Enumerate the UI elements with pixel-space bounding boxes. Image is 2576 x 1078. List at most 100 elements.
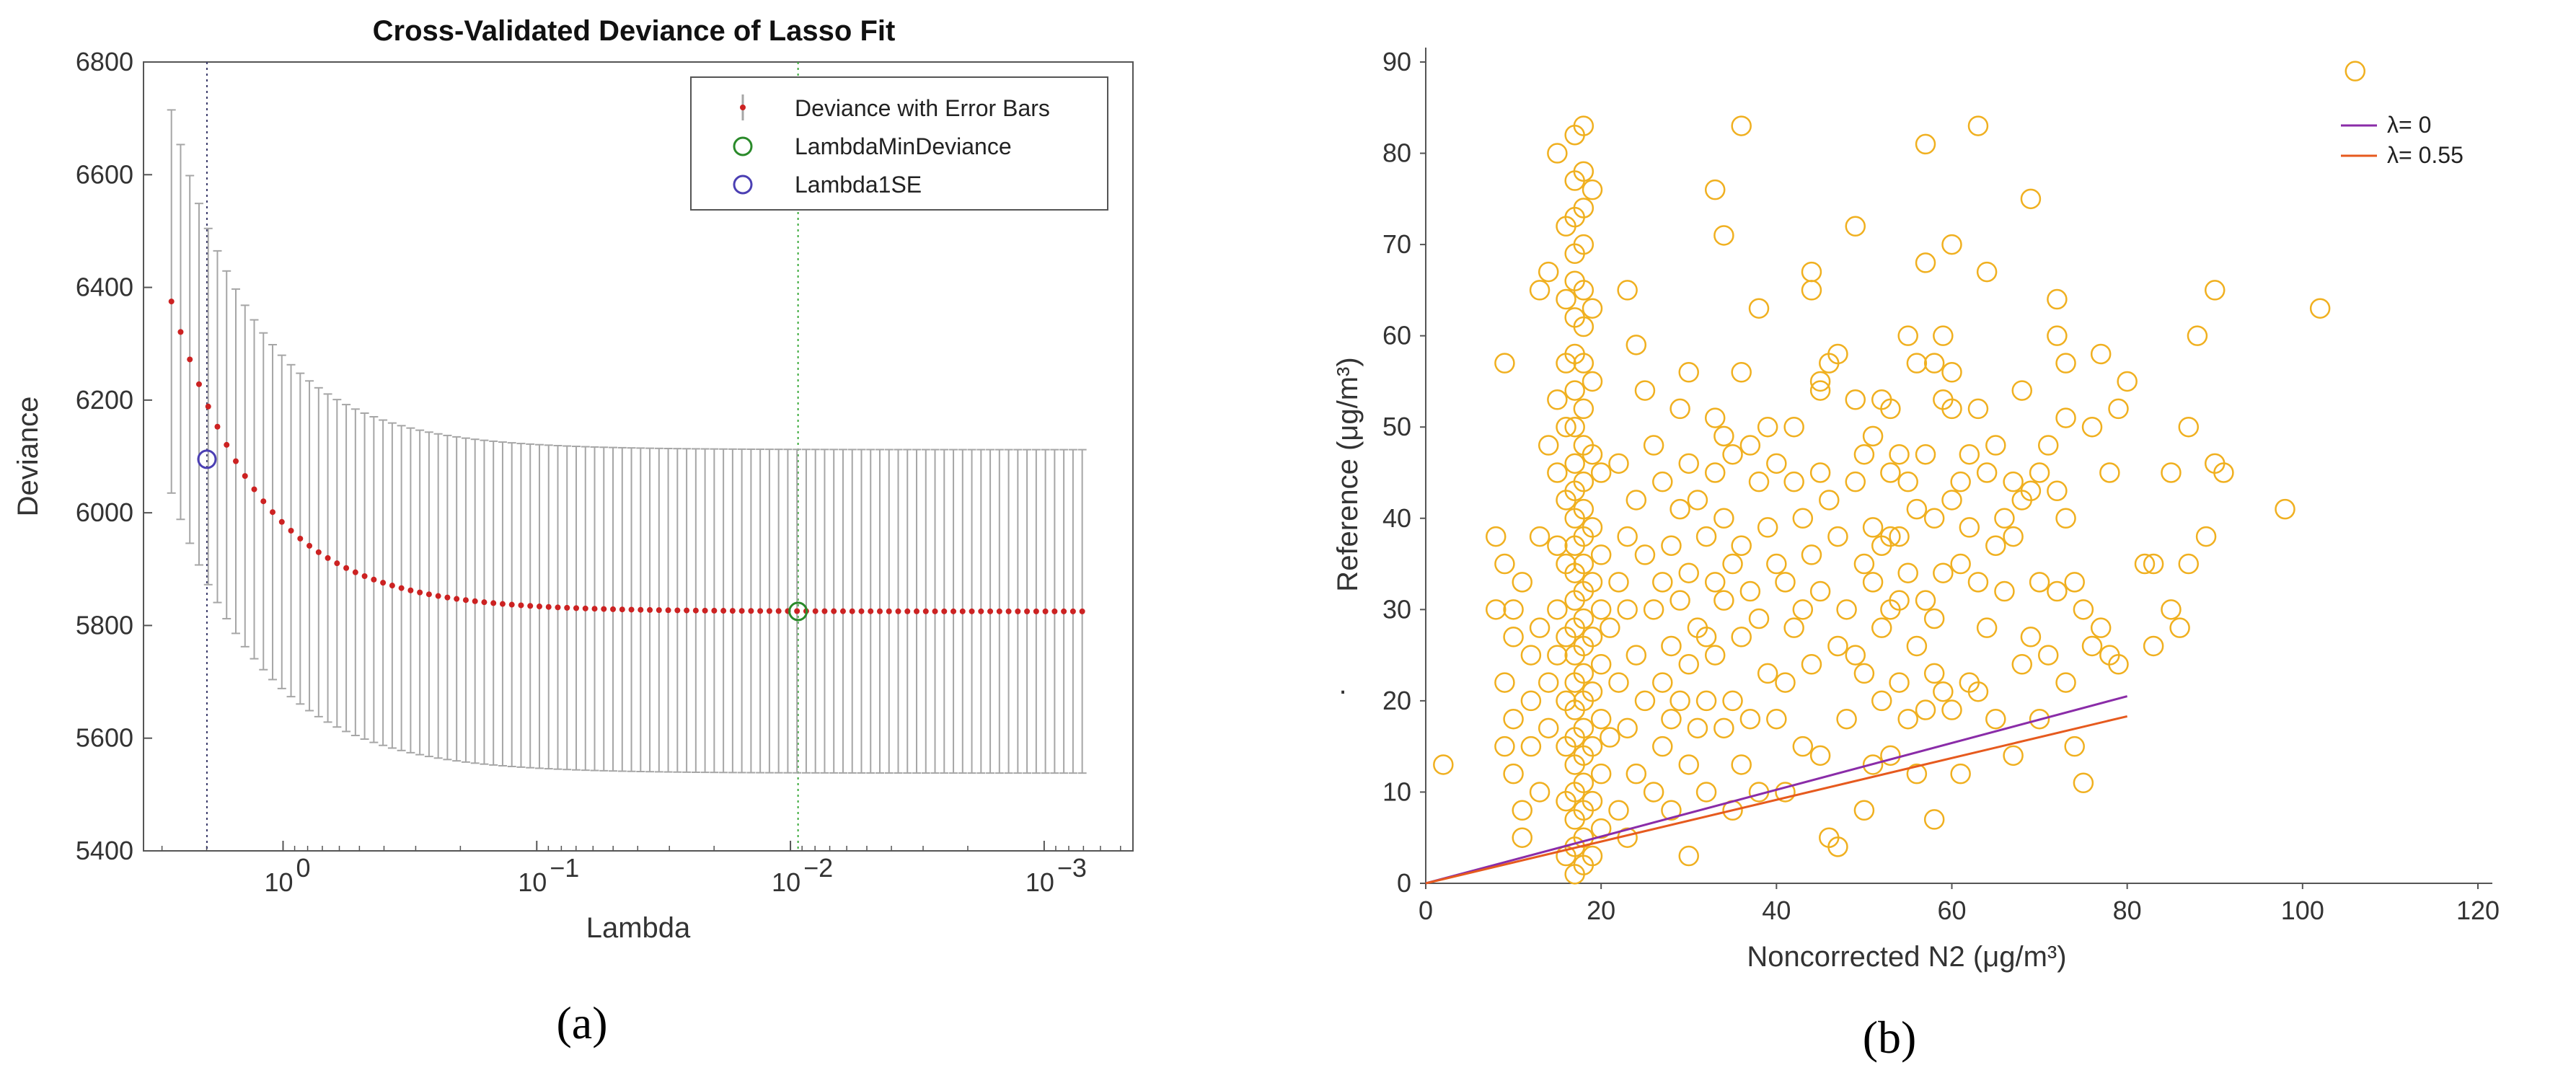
chart-b-point bbox=[1906, 635, 1928, 657]
chart-b-y-tick-label: 30 bbox=[1382, 594, 1411, 624]
chart-b-point bbox=[1783, 617, 1804, 638]
chart-a-deviance-point bbox=[766, 608, 772, 614]
chart-b-point bbox=[1617, 717, 1638, 739]
chart-b-point bbox=[1494, 735, 1515, 757]
chart-a-deviance-point bbox=[407, 587, 414, 593]
chart-a-deviance-point bbox=[214, 423, 221, 430]
chart-b-point bbox=[1573, 553, 1594, 575]
chart-b-point bbox=[1985, 435, 2006, 456]
chart-b-x-tick-label: 120 bbox=[2456, 896, 2500, 925]
chart-b-point bbox=[2029, 572, 2050, 593]
chart-a-deviance-point bbox=[187, 356, 193, 363]
chart-b-point bbox=[1661, 800, 1682, 821]
chart-b-point bbox=[1573, 398, 1594, 420]
chart-b-point bbox=[1713, 717, 1734, 739]
chart-b-point bbox=[1713, 590, 1734, 611]
chart-b-point bbox=[1573, 316, 1594, 337]
chart-a-deviance-point bbox=[876, 608, 883, 614]
chart-b-point bbox=[1933, 325, 1954, 346]
chart-b-point bbox=[1941, 234, 1962, 255]
chart-b-point bbox=[1590, 654, 1612, 675]
chart-b-point bbox=[1661, 708, 1682, 730]
chart-a-y-ticks: 5400 5600 5800 6000 6200 6400 6600 6800 bbox=[76, 47, 152, 865]
chart-b-point bbox=[1643, 599, 1664, 620]
chart-a-deviance-point bbox=[692, 607, 699, 614]
chart-b-point bbox=[1915, 590, 1936, 611]
chart-a-deviance-point bbox=[1015, 608, 1021, 614]
chart-b-point bbox=[1626, 490, 1647, 511]
chart-b-point bbox=[1775, 572, 1796, 593]
chart-b-point bbox=[1906, 498, 1928, 520]
chart-b-point bbox=[1809, 371, 1831, 392]
chart-a-deviance-point bbox=[306, 542, 313, 549]
chart-b-point bbox=[1538, 717, 1559, 739]
chart-a-y-tick-label: 6600 bbox=[76, 159, 133, 189]
chart-a-deviance-point bbox=[499, 601, 506, 607]
chart-a-deviance-point bbox=[684, 607, 690, 614]
chart-b-point bbox=[1862, 754, 1884, 775]
chart-b-point bbox=[2081, 635, 2103, 657]
chart-b-point bbox=[1695, 627, 1717, 648]
chart-b-point bbox=[2099, 462, 2120, 483]
chart-b-point bbox=[1827, 836, 1848, 857]
chart-b-point bbox=[1547, 535, 1568, 556]
chart-a-y-tick-label: 6800 bbox=[76, 47, 133, 76]
chart-b-point bbox=[2047, 288, 2068, 310]
chart-a-deviance-point bbox=[555, 604, 561, 611]
chart-b-point bbox=[1801, 654, 1822, 675]
chart-b-point bbox=[1626, 645, 1647, 666]
chart-b-point bbox=[1661, 535, 1682, 556]
chart-b-y-ticks: 0 10 20 30 40 50 60 70 80 90 bbox=[1382, 47, 1426, 898]
chart-b-point bbox=[1573, 198, 1594, 218]
chart-b-point bbox=[1933, 681, 1954, 702]
chart-a-deviance-point bbox=[481, 599, 488, 606]
chart-b-y-tick-label: 60 bbox=[1382, 321, 1411, 350]
chart-b-x-tick-label: 0 bbox=[1419, 896, 1433, 925]
chart-b-point bbox=[1941, 362, 1962, 383]
chart-b-point bbox=[1862, 572, 1884, 593]
chart-b-point bbox=[1573, 663, 1594, 684]
chart-b-point bbox=[1573, 234, 1594, 255]
chart-b-point bbox=[1695, 690, 1717, 712]
chart-b-point bbox=[1845, 471, 1866, 492]
chart-a-y-tick-label: 6400 bbox=[76, 273, 133, 302]
chart-b-y-tick-label: 80 bbox=[1382, 138, 1411, 168]
chart-b-x-tick-label: 100 bbox=[2281, 896, 2324, 925]
chart-b-point bbox=[1590, 763, 1612, 785]
chart-a-deviance-point bbox=[334, 560, 340, 567]
chart-a-deviance-point bbox=[748, 608, 754, 614]
chart-b-point bbox=[1959, 443, 1980, 465]
chart-b-point bbox=[1967, 115, 1989, 136]
chart-b-point bbox=[1880, 462, 1901, 483]
chart-b-point bbox=[2073, 772, 2094, 794]
chart-b-point bbox=[1582, 681, 1603, 702]
chart-b-point bbox=[1617, 599, 1638, 620]
chart-a-deviance-point bbox=[1069, 608, 1076, 614]
chart-b-point bbox=[1512, 827, 1532, 848]
chart-b-point bbox=[1731, 627, 1752, 648]
chart-b-point bbox=[2090, 343, 2112, 365]
chart-b-point bbox=[1731, 754, 1752, 775]
chart-b-point bbox=[1853, 443, 1875, 465]
chart-a-deviance-point bbox=[278, 518, 285, 525]
chart-b-point bbox=[1923, 508, 1945, 529]
chart-b-point bbox=[2064, 735, 2085, 757]
chart-b-point bbox=[1845, 216, 1866, 237]
chart-b-point bbox=[2161, 462, 2182, 483]
chart-b-point bbox=[1547, 645, 1568, 666]
chart-a-deviance-point bbox=[895, 608, 901, 614]
chart-a-deviance-point bbox=[1061, 608, 1067, 614]
chart-b-point bbox=[1994, 508, 2015, 529]
chart-a-y-tick-label: 5600 bbox=[76, 723, 133, 753]
chart-b-point bbox=[1967, 398, 1989, 420]
chart-a-deviance-point bbox=[941, 608, 948, 614]
chart-a-deviance-point bbox=[1033, 608, 1039, 614]
chart-a-deviance-point bbox=[288, 527, 294, 534]
chart-a-deviance-point bbox=[738, 608, 745, 614]
chart-a-deviance-point bbox=[195, 381, 202, 387]
chart-b-point bbox=[1915, 252, 1936, 273]
chart-b-point bbox=[1617, 526, 1638, 547]
chart-a-deviance-point bbox=[582, 605, 588, 611]
chart-b-point bbox=[1722, 690, 1743, 712]
chart-a-deviance-point bbox=[462, 597, 469, 604]
